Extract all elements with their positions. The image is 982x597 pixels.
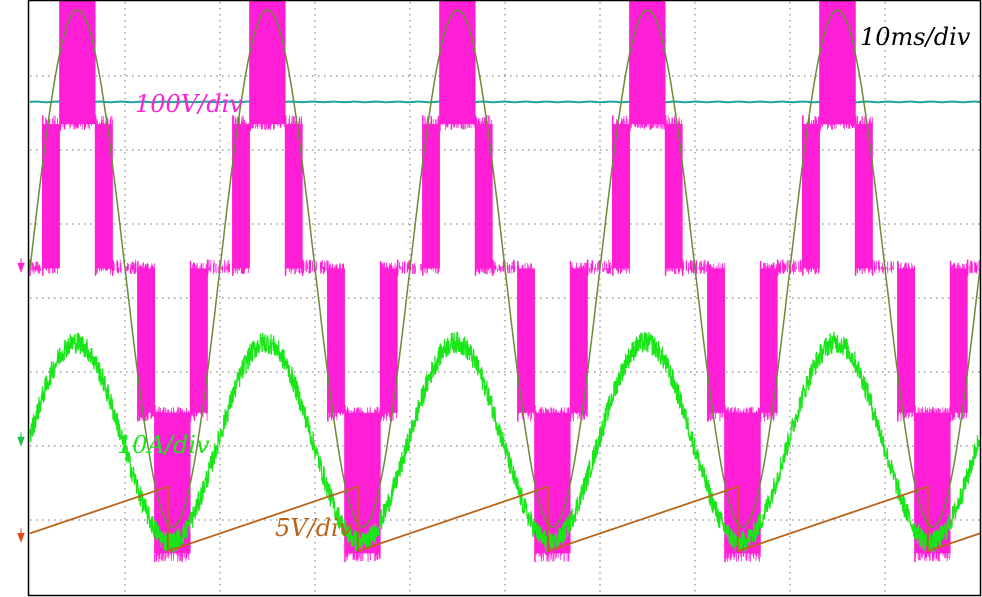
- current-trace: [29, 331, 981, 555]
- voltage-fundamental: [29, 9, 981, 528]
- carrier-ground-marker: [17, 528, 25, 543]
- ground-markers: [17, 258, 25, 543]
- current-ground-marker: [17, 432, 25, 447]
- screen-frame: [27, 0, 982, 597]
- voltage-ground-marker: [17, 258, 25, 273]
- carrier-scale-label: 5V/div: [275, 514, 353, 542]
- timebase-label: 10ms/div: [860, 23, 971, 51]
- carrier-trace: [29, 485, 981, 553]
- current-scale-label: 10A/div: [117, 431, 210, 459]
- voltage-scale-label: 100V/div: [135, 90, 243, 118]
- voltage-switching-spikes: [30, 0, 980, 563]
- traces: [29, 0, 981, 563]
